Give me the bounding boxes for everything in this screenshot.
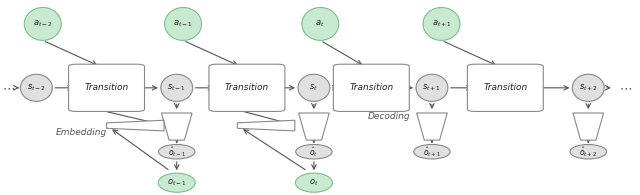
Text: $o_{t-1}$: $o_{t-1}$ — [167, 177, 187, 188]
Text: $a_{t}$: $a_{t}$ — [316, 19, 325, 29]
FancyBboxPatch shape — [467, 64, 543, 111]
Ellipse shape — [572, 74, 604, 101]
Ellipse shape — [413, 144, 450, 159]
Text: $o_{t}$: $o_{t}$ — [309, 177, 319, 188]
FancyBboxPatch shape — [68, 64, 145, 111]
Ellipse shape — [416, 74, 448, 101]
Polygon shape — [106, 120, 164, 131]
Polygon shape — [237, 120, 295, 131]
Text: $s_{t+1}$: $s_{t+1}$ — [422, 82, 442, 93]
Ellipse shape — [296, 144, 332, 159]
Ellipse shape — [164, 7, 202, 40]
Text: $\hat{o}_{t+1}$: $\hat{o}_{t+1}$ — [423, 145, 441, 159]
Text: $\cdots$: $\cdots$ — [3, 81, 15, 94]
Polygon shape — [573, 113, 604, 140]
FancyBboxPatch shape — [209, 64, 285, 111]
Polygon shape — [161, 113, 192, 140]
Text: $a_{t-1}$: $a_{t-1}$ — [173, 19, 193, 29]
Text: Transition: Transition — [349, 83, 394, 92]
Ellipse shape — [159, 144, 195, 159]
Ellipse shape — [158, 173, 195, 192]
Polygon shape — [299, 113, 329, 140]
Ellipse shape — [161, 74, 193, 101]
Ellipse shape — [423, 7, 460, 40]
Text: Decoding: Decoding — [368, 112, 411, 121]
Text: $s_{t}$: $s_{t}$ — [310, 82, 318, 93]
Text: $s_{t-1}$: $s_{t-1}$ — [167, 82, 186, 93]
Text: Transition: Transition — [225, 83, 269, 92]
Ellipse shape — [302, 7, 339, 40]
Text: $a_{t+1}$: $a_{t+1}$ — [431, 19, 451, 29]
Text: Embedding: Embedding — [56, 128, 107, 137]
Text: Transition: Transition — [483, 83, 527, 92]
Ellipse shape — [570, 144, 607, 159]
Text: $\cdots$: $\cdots$ — [619, 81, 632, 94]
Text: $\hat{o}_{t}$: $\hat{o}_{t}$ — [309, 145, 319, 159]
Ellipse shape — [24, 7, 61, 40]
Text: Transition: Transition — [84, 83, 129, 92]
FancyBboxPatch shape — [333, 64, 410, 111]
Ellipse shape — [298, 74, 330, 101]
Ellipse shape — [296, 173, 332, 192]
Text: $a_{t-2}$: $a_{t-2}$ — [33, 19, 52, 29]
Text: $s_{t+2}$: $s_{t+2}$ — [579, 82, 598, 93]
Text: $s_{t-2}$: $s_{t-2}$ — [27, 82, 46, 93]
Ellipse shape — [20, 74, 52, 101]
Text: $\hat{o}_{t-1}$: $\hat{o}_{t-1}$ — [168, 145, 186, 159]
Text: $\hat{o}_{t+2}$: $\hat{o}_{t+2}$ — [579, 145, 597, 159]
Polygon shape — [417, 113, 447, 140]
